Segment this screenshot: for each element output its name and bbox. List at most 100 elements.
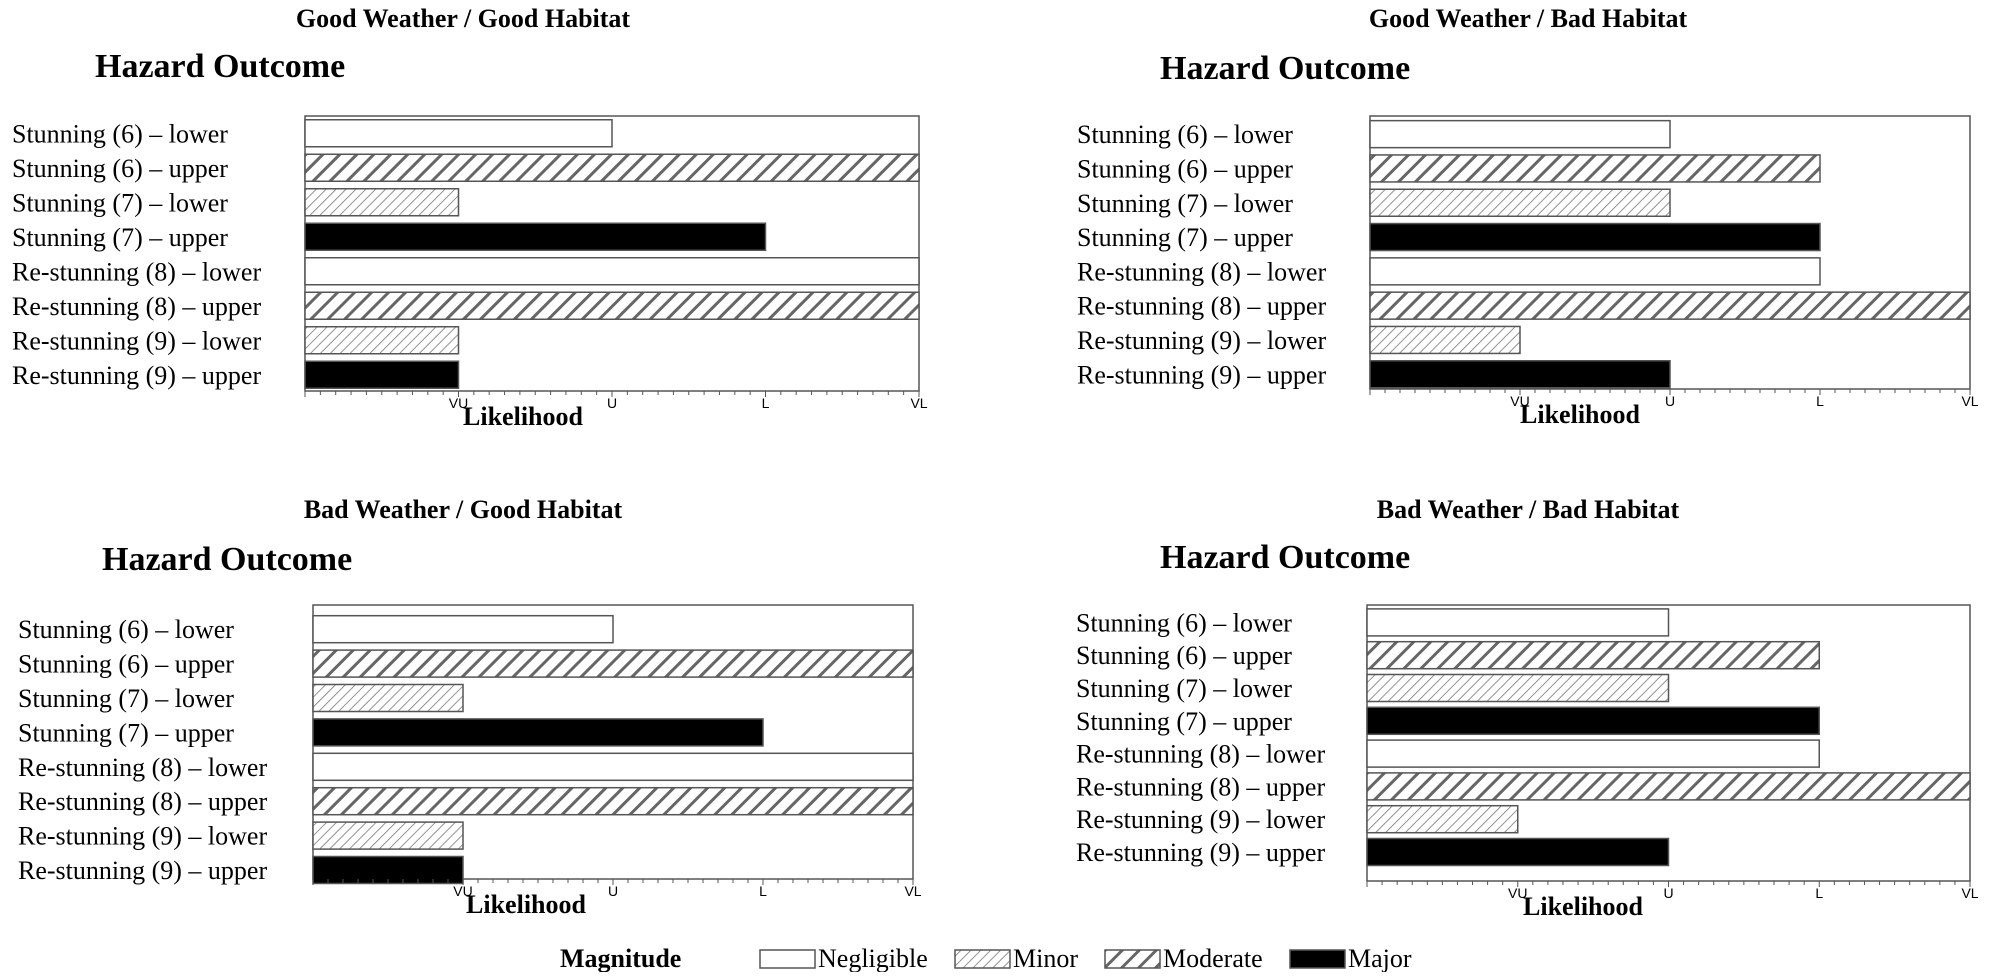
category-label: Stunning (7) – upper xyxy=(1076,707,1292,736)
chart-panel-3: Bad Weather / Good Habitat Hazard Outcome… xyxy=(18,495,922,919)
category-label: Re-stunning (9) – lower xyxy=(12,326,261,355)
tick-label: VU xyxy=(1508,885,1527,901)
bar-stunning-7-upper xyxy=(1366,706,1820,736)
x-axis-label: Likelihood xyxy=(1520,400,1640,429)
tick-label: VU xyxy=(1510,393,1529,409)
tick-label: U xyxy=(607,395,617,411)
x-axis-label: Likelihood xyxy=(466,890,586,919)
bar-stunning-7-lower xyxy=(304,188,460,217)
bar-stunning-6-upper xyxy=(304,153,920,182)
chart-panel-2: Good Weather / Bad Habitat Hazard Outcome… xyxy=(1077,4,1979,429)
legend-label-moderate: Moderate xyxy=(1163,944,1263,972)
bar-re-stunning-9-lower xyxy=(312,821,464,850)
category-label: Stunning (6) – upper xyxy=(1076,641,1292,670)
legend: Magnitude Negligible Minor Moderate Major xyxy=(560,944,1412,973)
category-label: Re-stunning (9) – upper xyxy=(12,361,261,390)
panel-subtitle: Good Weather / Good Habitat xyxy=(296,4,631,33)
category-label: Stunning (6) – lower xyxy=(18,615,234,644)
category-label: Re-stunning (9) – lower xyxy=(1076,805,1325,834)
bar-re-stunning-8-lower xyxy=(1369,257,1821,286)
tick-label: L xyxy=(762,395,770,411)
chart-panel-1: Good Weather / Good Habitat Hazard Outcom… xyxy=(12,4,928,431)
category-label: Stunning (6) – upper xyxy=(18,650,234,679)
category-label: Re-stunning (8) – lower xyxy=(1076,740,1325,769)
panel-subtitle: Bad Weather / Bad Habitat xyxy=(1377,495,1680,524)
bar-stunning-6-lower xyxy=(1366,608,1670,637)
bar-re-stunning-8-upper xyxy=(304,291,920,320)
panel-title: Hazard Outcome xyxy=(102,541,352,578)
bar-re-stunning-9-upper xyxy=(1366,837,1670,867)
category-label: Re-stunning (8) – lower xyxy=(1077,257,1326,286)
category-label: Re-stunning (8) – upper xyxy=(18,787,267,816)
bar-stunning-6-upper xyxy=(312,649,914,678)
tick-label: VU xyxy=(449,395,468,411)
category-label: Re-stunning (8) – upper xyxy=(1077,292,1326,321)
legend-swatch-major xyxy=(1289,949,1346,969)
category-label: Stunning (7) – lower xyxy=(1076,674,1292,703)
panel-subtitle: Bad Weather / Good Habitat xyxy=(304,495,623,524)
category-label: Re-stunning (9) – upper xyxy=(1077,360,1326,389)
bar-stunning-6-lower xyxy=(312,614,614,644)
bar-re-stunning-8-lower xyxy=(312,752,914,782)
category-label: Stunning (7) – lower xyxy=(18,684,234,713)
category-label: Stunning (7) – upper xyxy=(12,223,228,252)
category-label: Re-stunning (8) – lower xyxy=(12,257,261,286)
category-label: Stunning (7) – upper xyxy=(18,718,234,747)
bar-re-stunning-9-upper xyxy=(304,360,460,389)
chart-panel-4: Bad Weather / Bad Habitat Hazard Outcome S… xyxy=(1076,495,1979,921)
category-label: Stunning (7) – lower xyxy=(1077,189,1293,218)
legend-label-minor: Minor xyxy=(1013,944,1078,972)
category-label: Re-stunning (8) – lower xyxy=(18,753,267,782)
bar-stunning-7-upper xyxy=(304,222,767,251)
bar-re-stunning-9-upper xyxy=(1369,360,1671,389)
category-label: Stunning (7) – lower xyxy=(12,188,228,217)
category-label: Re-stunning (9) – lower xyxy=(18,822,267,851)
x-axis-label: Likelihood xyxy=(1523,892,1643,921)
bar-stunning-7-lower xyxy=(1369,188,1671,217)
panel-title: Hazard Outcome xyxy=(95,48,345,85)
bar-re-stunning-8-upper xyxy=(1366,772,1971,801)
bar-stunning-6-lower xyxy=(1369,119,1671,149)
panel-subtitle: Good Weather / Bad Habitat xyxy=(1369,4,1688,33)
tick-label: L xyxy=(1816,393,1824,409)
category-label: Stunning (6) – lower xyxy=(1076,608,1292,637)
tick-label: VL xyxy=(1961,885,1978,901)
legend-swatch-moderate xyxy=(1104,949,1161,969)
bar-re-stunning-9-lower xyxy=(304,326,460,355)
category-label: Re-stunning (9) – upper xyxy=(18,856,267,885)
chart-panels: Good Weather / Good Habitat Hazard Outcom… xyxy=(12,4,1979,921)
panel-title: Hazard Outcome xyxy=(1160,50,1410,87)
tick-label: U xyxy=(1665,393,1675,409)
tick-label: VL xyxy=(910,395,927,411)
category-label: Re-stunning (9) – lower xyxy=(1077,326,1326,355)
bar-stunning-7-lower xyxy=(1366,673,1670,703)
tick-label: VL xyxy=(1961,393,1978,409)
tick-label: U xyxy=(1663,885,1673,901)
category-label: Re-stunning (8) – upper xyxy=(1076,772,1325,801)
bar-stunning-6-lower xyxy=(304,119,613,148)
bar-re-stunning-8-upper xyxy=(312,786,914,816)
bar-stunning-6-upper xyxy=(1366,640,1820,670)
bar-stunning-7-upper xyxy=(1369,222,1821,252)
bar-stunning-7-upper xyxy=(312,718,764,747)
bar-stunning-6-upper xyxy=(1369,154,1821,183)
legend-label-negligible: Negligible xyxy=(818,944,928,972)
bar-re-stunning-9-lower xyxy=(1369,325,1521,355)
tick-label: L xyxy=(759,883,767,899)
x-axis-label: Likelihood xyxy=(463,402,583,431)
tick-label: U xyxy=(608,883,618,899)
bar-re-stunning-8-lower xyxy=(1366,739,1820,768)
category-label: Re-stunning (9) – upper xyxy=(1076,838,1325,867)
category-label: Stunning (6) – upper xyxy=(12,154,228,183)
category-label: Re-stunning (8) – upper xyxy=(12,292,261,321)
category-label: Stunning (6) – lower xyxy=(12,119,228,148)
bar-stunning-7-lower xyxy=(312,683,464,713)
bar-re-stunning-8-lower xyxy=(304,257,920,286)
tick-label: VL xyxy=(904,883,921,899)
bar-re-stunning-8-upper xyxy=(1369,291,1971,320)
bar-re-stunning-9-lower xyxy=(1366,804,1519,834)
category-label: Stunning (6) – upper xyxy=(1077,154,1293,183)
category-label: Stunning (7) – upper xyxy=(1077,223,1293,252)
legend-label-major: Major xyxy=(1348,944,1412,972)
